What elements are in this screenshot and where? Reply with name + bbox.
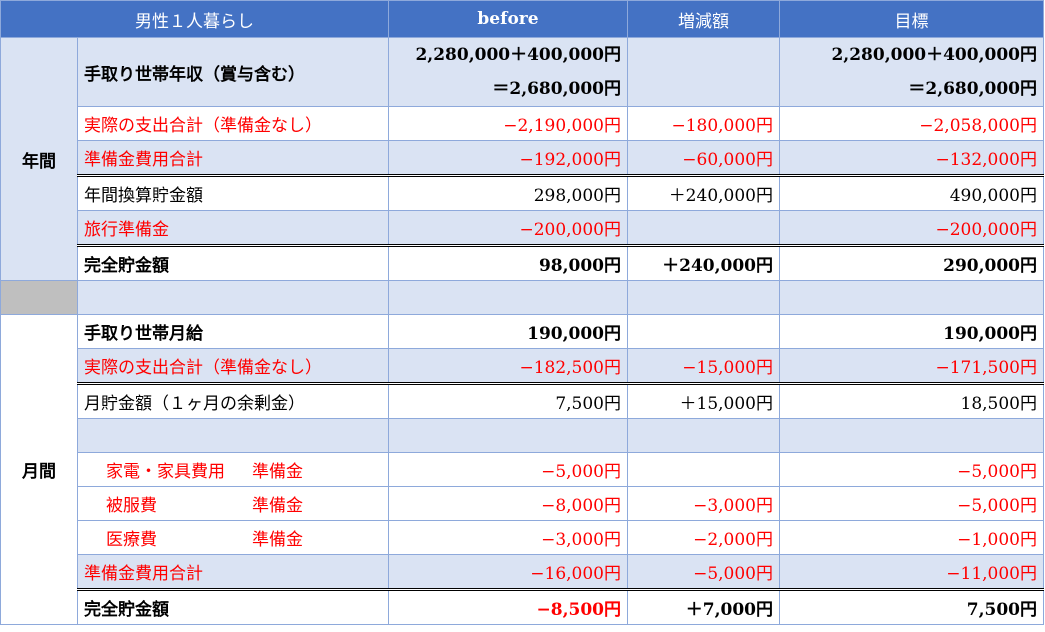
annual-total-change: ＋240,000円 (627, 244, 780, 281)
annual-row-change: ＋240,000円 (627, 174, 780, 211)
annual-row-change: −60,000円 (627, 140, 780, 176)
annual-row-label: 年間換算貯金額 (77, 174, 389, 211)
reserve-category: 被服費 (106, 496, 157, 516)
header-row: 男性１人暮らし before 増減額 目標 (0, 0, 1044, 38)
monthly-row-label (77, 418, 389, 453)
section-separator (0, 280, 1044, 315)
monthly-row-target: 18,500円 (779, 382, 1044, 419)
monthly-row-before: −3,000円 (388, 520, 628, 555)
monthly-section-label: 月間 (0, 314, 78, 625)
monthly-row-before: 190,000円 (388, 314, 628, 349)
annual-income-before-line1: 2,280,000＋400,000円 (415, 45, 621, 65)
header-title: 男性１人暮らし (0, 0, 389, 38)
annual-row-before: −192,000円 (388, 140, 628, 176)
annual-row-target: 490,000円 (779, 174, 1044, 211)
monthly-income-row: 月間 手取り世帯月給 190,000円 190,000円 (0, 314, 1044, 625)
annual-row-target: −132,000円 (779, 140, 1044, 176)
header-target: 目標 (779, 0, 1044, 38)
monthly-total-change: ＋7,000円 (627, 588, 780, 625)
monthly-row-target: −5,000円 (779, 486, 1044, 521)
annual-row: 旅行準備金 −200,000円 −200,000円 (1, 210, 1044, 246)
monthly-reserve-row: 家電・家具費用 準備金 −5,000円 −5,000円 (1, 452, 1044, 487)
header-before: before (388, 0, 628, 38)
monthly-total-target: 7,500円 (779, 588, 1044, 625)
reserve-category: 医療費 (106, 530, 157, 550)
monthly-row-before: −16,000円 (388, 554, 628, 590)
annual-income-label: 手取り世帯年収（賞与含む） (77, 37, 389, 107)
monthly-row-label: 実際の支出合計（準備金なし） (77, 348, 389, 384)
monthly-reserve-row: 医療費 準備金 −3,000円 −2,000円 −1,000円 (1, 520, 1044, 555)
monthly-row-change: −2,000円 (627, 520, 780, 555)
annual-total-label: 完全貯金額 (77, 244, 389, 281)
monthly-row: 準備金費用合計 −16,000円 −5,000円 −11,000円 (1, 554, 1044, 590)
monthly-row-target: −171,500円 (779, 348, 1044, 384)
monthly-reserve-label: 医療費 準備金 (77, 520, 389, 555)
monthly-row-before (388, 418, 628, 453)
annual-row-change: −180,000円 (627, 106, 780, 141)
annual-row: 準備金費用合計 −192,000円 −60,000円 −132,000円 (1, 140, 1044, 176)
annual-income-change (627, 37, 780, 107)
monthly-reserve-row: 被服費 準備金 −8,000円 −3,000円 −5,000円 (1, 486, 1044, 521)
annual-row-before: −200,000円 (388, 210, 628, 246)
monthly-row-before: −182,500円 (388, 348, 628, 384)
monthly-row-before: −8,000円 (388, 486, 628, 521)
monthly-row-before: 7,500円 (388, 382, 628, 419)
annual-row-before: −2,190,000円 (388, 106, 628, 141)
monthly-row-label: 手取り世帯月給 (77, 314, 389, 349)
annual-income-target-line1: 2,280,000＋400,000円 (831, 45, 1037, 65)
monthly-total-row: 完全貯金額 −8,500円 ＋7,000円 7,500円 (1, 588, 1044, 625)
monthly-total-before: −8,500円 (388, 588, 628, 625)
monthly-row: 実際の支出合計（準備金なし） −182,500円 −15,000円 −171,5… (1, 348, 1044, 384)
annual-row-before: 298,000円 (388, 174, 628, 211)
annual-income-row: 年間 手取り世帯年収（賞与含む） 2,280,000＋400,000円 ＝2,6… (0, 37, 1044, 281)
monthly-row-change: −15,000円 (627, 348, 780, 384)
reserve-suffix: 準備金 (252, 496, 303, 516)
monthly-row-change (627, 452, 780, 487)
monthly-row-change: −5,000円 (627, 554, 780, 590)
annual-income-before: 2,280,000＋400,000円 ＝2,680,000円 (388, 37, 628, 107)
annual-row: 実際の支出合計（準備金なし） −2,190,000円 −180,000円 −2,… (0, 106, 1044, 141)
monthly-blank-row (1, 418, 1044, 453)
monthly-row-label: 月貯金額（１ヶ月の余剰金） (77, 382, 389, 419)
monthly-total-label: 完全貯金額 (77, 588, 389, 625)
monthly-row-target: −11,000円 (779, 554, 1044, 590)
monthly-row-target: −1,000円 (779, 520, 1044, 555)
reserve-category: 家電・家具費用 (106, 462, 225, 482)
annual-total-target: 290,000円 (779, 244, 1044, 281)
monthly-row-target (779, 418, 1044, 453)
header-change: 増減額 (627, 0, 780, 38)
monthly-row-before: −5,000円 (388, 452, 628, 487)
annual-row-change (627, 210, 780, 246)
monthly-row-change: −3,000円 (627, 486, 780, 521)
annual-total-row: 完全貯金額 98,000円 ＋240,000円 290,000円 (1, 244, 1044, 281)
annual-row-label: 実際の支出合計（準備金なし） (77, 106, 389, 141)
monthly-reserve-label: 被服費 準備金 (77, 486, 389, 521)
monthly-row-change: ＋15,000円 (627, 382, 780, 419)
monthly-row-target: −5,000円 (779, 452, 1044, 487)
monthly-row-label: 準備金費用合計 (77, 554, 389, 590)
annual-total-before: 98,000円 (388, 244, 628, 281)
annual-row-target: −2,058,000円 (779, 106, 1044, 141)
annual-row-label: 準備金費用合計 (77, 140, 389, 176)
monthly-row-change (627, 314, 780, 349)
annual-income-before-line2: ＝2,680,000円 (492, 79, 621, 99)
monthly-row-target: 190,000円 (779, 314, 1044, 349)
annual-row: 年間換算貯金額 298,000円 ＋240,000円 490,000円 (1, 174, 1044, 211)
annual-section-label: 年間 (0, 37, 78, 281)
reserve-suffix: 準備金 (252, 530, 303, 550)
reserve-suffix: 準備金 (252, 462, 303, 482)
annual-row-label: 旅行準備金 (77, 210, 389, 246)
monthly-row: 月貯金額（１ヶ月の余剰金） 7,500円 ＋15,000円 18,500円 (1, 382, 1044, 419)
annual-income-target-line2: ＝2,680,000円 (908, 79, 1037, 99)
monthly-row-change (627, 418, 780, 453)
monthly-reserve-label: 家電・家具費用 準備金 (77, 452, 389, 487)
annual-income-target: 2,280,000＋400,000円 ＝2,680,000円 (779, 37, 1044, 107)
annual-row-target: −200,000円 (779, 210, 1044, 246)
